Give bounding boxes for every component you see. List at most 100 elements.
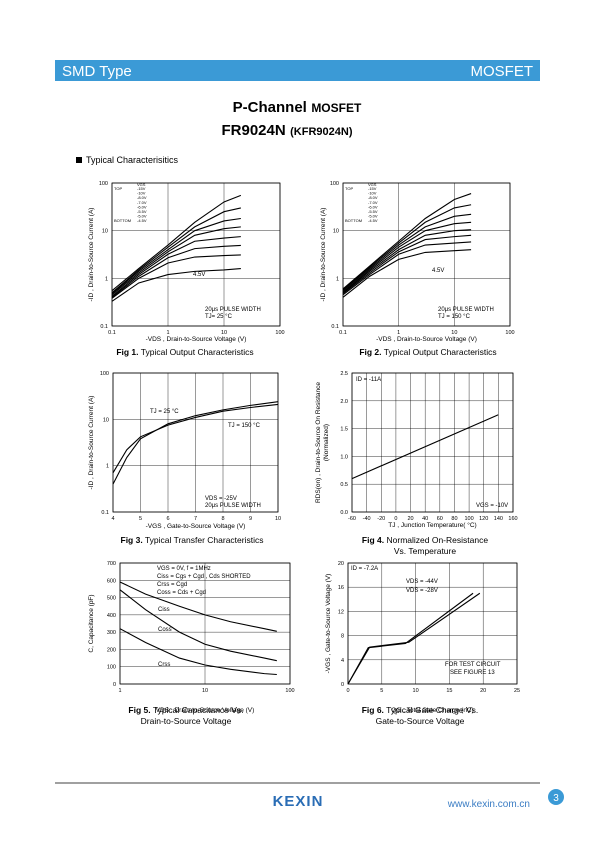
x-tick-label: 60 (437, 516, 443, 522)
y-tick-label: 400 (107, 613, 116, 619)
title-part: MOSFET (311, 101, 362, 115)
x-tick-label: -20 (377, 516, 385, 522)
y-tick-label: 8 (341, 634, 344, 640)
annotation: TJ= 25 °C (205, 314, 233, 320)
caption-line: Typical Capacitance Vs. (153, 705, 244, 715)
x-tick-label: 1 (397, 330, 400, 336)
y-axis-label: -VGS , Gate-to-Source Voltage (V) (325, 574, 332, 674)
series-line (111, 207, 241, 294)
legend-bottom: BOTTOM (114, 218, 131, 223)
legend-entry: -4.5V (137, 218, 147, 223)
x-tick-label: 1 (118, 688, 121, 694)
caption-line: Normalized On-Resistance (387, 535, 489, 545)
figure-caption: Fig 1. Typical Output Characteristics (116, 347, 253, 357)
figure-caption: Fig 4. Normalized On-Resistance (362, 535, 488, 545)
y-tick-label: 4 (341, 658, 344, 664)
annotation: VGS = -10V (476, 503, 508, 509)
footer-logo: KEXIN (273, 793, 324, 810)
series-line (111, 244, 241, 298)
series-line (111, 217, 241, 294)
y-tick-label: 1 (105, 276, 108, 282)
series-line (111, 236, 241, 297)
plot-frame (351, 372, 514, 513)
series-line (111, 254, 241, 299)
annotation: TJ = 150 °C (438, 314, 471, 320)
series-label: VDS = -28V (406, 588, 438, 594)
series-label: Ciss (158, 607, 170, 613)
y-tick-label: 0.1 (100, 324, 108, 330)
annotation: VGS = 0V, f = 1MHz (157, 566, 211, 572)
title-line1: P-Channel MOSFET (233, 99, 362, 116)
y-axis-label: -ID , Drain-to-Source Current (A) (88, 208, 95, 302)
legend-top: TOP (114, 186, 122, 191)
figure-caption: Vs. Temperature (394, 546, 456, 556)
x-tick-label: 1 (166, 330, 169, 336)
x-tick-label: 8 (221, 516, 224, 522)
legend-entry: -10V (137, 191, 146, 196)
figure-label: Fig 3. (121, 535, 143, 545)
series-line (347, 592, 474, 685)
annotation: Ciss = Cgs + Cgd , Cds SHORTED (157, 574, 251, 580)
series-line (111, 194, 242, 292)
y-tick-label: 300 (107, 630, 116, 636)
x-tick-label: -40 (363, 516, 371, 522)
y-tick-label: 100 (330, 181, 339, 187)
series-line (342, 221, 472, 293)
figure-caption: Fig 5. Typical Capacitance Vs. (128, 705, 243, 715)
x-tick-label: 20 (480, 688, 486, 694)
header-right: MOSFET (471, 63, 534, 80)
title-line2: FR9024N (KFR9024N) (221, 122, 352, 139)
legend-entry: -5.0V (137, 214, 147, 219)
annotation: FOR TEST CIRCUIT (445, 662, 501, 668)
legend-title: VGS (368, 182, 377, 187)
figure-label: Fig 1. (116, 347, 138, 357)
y-tick-label: 12 (338, 609, 344, 615)
footer-url: www.kexin.com.cn (447, 799, 530, 810)
bullet (76, 157, 82, 163)
legend-entry: -10V (368, 191, 377, 196)
x-tick-label: 4 (111, 516, 114, 522)
x-axis-label: QG , Total Gate Charge (nC) (391, 707, 474, 714)
caption-line: Typical Transfer Characteristics (145, 535, 264, 545)
series-label: TJ = 25 °C (150, 409, 179, 415)
x-tick-label: 140 (494, 516, 503, 522)
y-tick-label: 100 (100, 371, 109, 377)
x-tick-label: 25 (514, 688, 520, 694)
legend-entry: -8.0V (137, 195, 147, 200)
figure-caption: Fig 2. Typical Output Characteristics (359, 347, 496, 357)
y-tick-label: 1.0 (340, 454, 348, 460)
series-line (119, 628, 277, 676)
x-tick-label: 0.1 (108, 330, 116, 336)
y-axis-label: RDS(on) , Drain-to-Source On Resistance (315, 382, 322, 503)
y-tick-label: 0 (341, 682, 344, 688)
x-axis-label: -VDS , Drain-to-Source Voltage (V) (146, 336, 247, 343)
y-tick-label: 0.5 (340, 482, 348, 488)
x-tick-label: 7 (194, 516, 197, 522)
annotation: Crss = Cgd (157, 582, 187, 588)
x-axis-label: -VGS , Gate-to-Source Voltage (V) (146, 523, 246, 530)
y-tick-label: 600 (107, 578, 116, 584)
y-tick-label: 500 (107, 596, 116, 602)
figure-caption: Fig 3. Typical Transfer Characteristics (121, 535, 264, 545)
legend-entry: -5.5V (137, 209, 147, 214)
annotation: 20μs PULSE WIDTH (438, 307, 494, 313)
series-line (342, 204, 472, 291)
legend-top: TOP (345, 186, 353, 191)
caption-line: Typical Output Characteristics (384, 347, 497, 357)
y-tick-label: 2.5 (340, 371, 348, 377)
series-line (342, 229, 472, 294)
series-line (342, 234, 472, 294)
caption-line: Typical Gate Charge Vs. (386, 705, 478, 715)
y-tick-label: 1 (336, 276, 339, 282)
x-tick-label: -60 (348, 516, 356, 522)
series-line (342, 241, 472, 296)
figure-label: Fig 6. (362, 705, 384, 715)
figure-label: Fig 5. (128, 705, 150, 715)
legend-bottom: BOTTOM (345, 218, 362, 223)
x-tick-label: 80 (451, 516, 457, 522)
x-tick-label: 20 (407, 516, 413, 522)
annotation: 4.5V (193, 272, 205, 278)
